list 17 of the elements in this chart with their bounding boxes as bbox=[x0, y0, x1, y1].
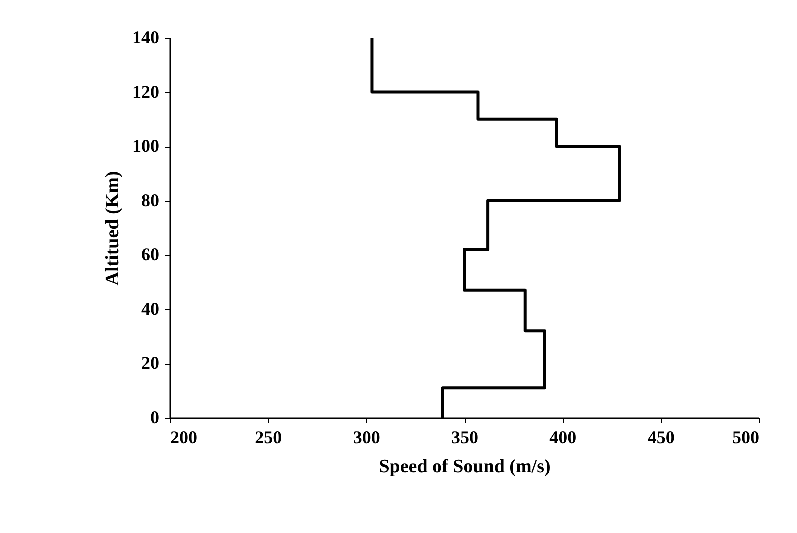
x-tick-label: 300 bbox=[353, 428, 380, 448]
x-tick-label: 250 bbox=[255, 428, 282, 448]
y-tick-label: 60 bbox=[142, 244, 160, 265]
x-tick-label: 350 bbox=[452, 428, 478, 448]
y-tick-label: 100 bbox=[132, 136, 160, 156]
y-axis-title: Altitued (Km) bbox=[102, 171, 124, 286]
x-axis-title: Speed of Sound (m/s) bbox=[379, 456, 551, 478]
y-tick-label: 0 bbox=[150, 408, 160, 428]
x-tick-label: 400 bbox=[550, 428, 577, 448]
x-tick-label: 450 bbox=[648, 428, 675, 448]
y-tick-label: 140 bbox=[132, 28, 160, 48]
x-tick-label: 500 bbox=[732, 428, 760, 448]
y-tick-label: 20 bbox=[142, 353, 160, 374]
x-tick-label: 200 bbox=[170, 428, 198, 448]
y-tick-label: 120 bbox=[132, 82, 160, 102]
y-tick-label: 80 bbox=[142, 190, 160, 210]
y-tick-label: 40 bbox=[142, 298, 160, 319]
